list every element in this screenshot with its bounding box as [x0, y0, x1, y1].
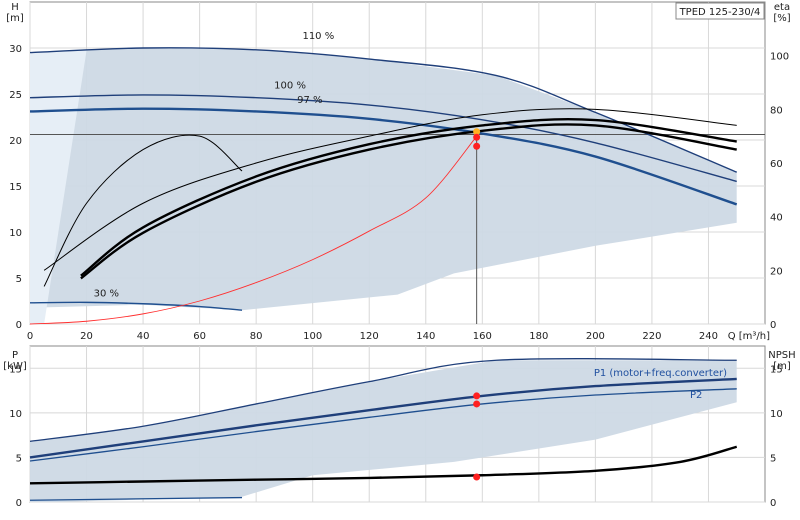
operating-area-head	[30, 48, 737, 324]
y2-tick-label: 40	[770, 213, 783, 224]
x-tick-label: 220	[642, 331, 661, 342]
y2-tick-label: 20	[770, 266, 783, 277]
x-tick-label: 120	[360, 331, 379, 342]
y-axis-title-power: P	[12, 350, 18, 361]
series-line-power-4	[29, 496, 243, 501]
duty-point-marker	[473, 142, 481, 150]
series-line-power-1	[29, 377, 737, 459]
y-tick-label: 30	[9, 44, 22, 55]
y2-tick-label: 60	[770, 159, 783, 170]
x-tick-label: 240	[699, 331, 718, 342]
y-tick-label: 5	[16, 274, 22, 285]
x-tick-label: 100	[303, 331, 322, 342]
x-tick-label: 60	[193, 331, 206, 342]
y-tick-label: 20	[9, 136, 22, 147]
annotation-100: 100 %	[274, 80, 306, 91]
x-tick-label: 40	[137, 331, 150, 342]
y-tick-label-power: 10	[9, 409, 22, 420]
y2-tick-label: 0	[770, 320, 776, 331]
y-tick-label: 0	[16, 320, 22, 331]
y2-axis-title-npsh: NPSH	[768, 350, 795, 361]
duty-point-marker	[473, 473, 481, 481]
y-axis-title: [m]	[6, 13, 24, 24]
series-line-power-2	[29, 388, 737, 462]
operating-area-head-light	[30, 50, 87, 325]
y-tick-label: 15	[9, 182, 22, 193]
x-tick-label: 0	[27, 331, 33, 342]
y2-tick-label-npsh: 15	[770, 364, 783, 375]
x-tick-label: 80	[250, 331, 263, 342]
duty-point-marker	[473, 128, 481, 136]
series-line-0	[29, 47, 738, 173]
chart-title: TPED 125-230/4	[679, 7, 761, 18]
y-tick-label: 10	[9, 228, 22, 239]
x-axis-title: Q [m³/h]	[728, 331, 770, 342]
y-tick-label-power: 5	[16, 453, 22, 464]
y-tick-label-power: 15	[9, 364, 22, 375]
series-line-power-0	[29, 358, 737, 443]
series-line-7	[80, 123, 737, 280]
series-line-1	[29, 94, 737, 183]
annotation-p1: P1 (motor+freq.converter)	[594, 368, 727, 379]
series-line-2	[29, 107, 738, 206]
series-line-5	[43, 108, 737, 271]
y2-tick-label-npsh: 10	[770, 409, 783, 420]
x-tick-label: 20	[80, 331, 93, 342]
series-line-power-3	[29, 445, 738, 485]
annotation-30: 30 %	[94, 288, 119, 299]
y2-axis-title: [%]	[773, 13, 790, 24]
duty-point-marker	[473, 133, 481, 141]
operating-area-power	[30, 360, 737, 502]
series-line-6	[80, 118, 737, 277]
y-tick-label-power: 0	[16, 498, 22, 509]
x-tick-label: 140	[416, 331, 435, 342]
y-axis-title: H	[11, 2, 19, 13]
annotation-p2: P2	[690, 390, 702, 401]
annotation-97: 97 %	[297, 95, 322, 106]
y2-tick-label: 100	[770, 52, 789, 63]
annotation-110: 110 %	[302, 31, 334, 42]
y2-tick-label: 80	[770, 105, 783, 116]
series-line-4	[29, 136, 478, 325]
series-line-3	[29, 301, 243, 311]
x-tick-label: 200	[586, 331, 605, 342]
y2-tick-label-npsh: 0	[770, 498, 776, 509]
series-line-8	[43, 134, 243, 287]
y2-axis-title-npsh: [m]	[773, 361, 791, 372]
y-axis-title-power: [kW]	[3, 361, 27, 372]
y2-axis-title: eta	[774, 2, 790, 13]
y-tick-label: 25	[9, 90, 22, 101]
y2-tick-label-npsh: 5	[770, 453, 776, 464]
x-tick-label: 180	[529, 331, 548, 342]
x-tick-label: 160	[473, 331, 492, 342]
duty-point-marker	[473, 392, 481, 400]
title-box	[675, 2, 765, 20]
duty-point-marker	[473, 400, 481, 408]
